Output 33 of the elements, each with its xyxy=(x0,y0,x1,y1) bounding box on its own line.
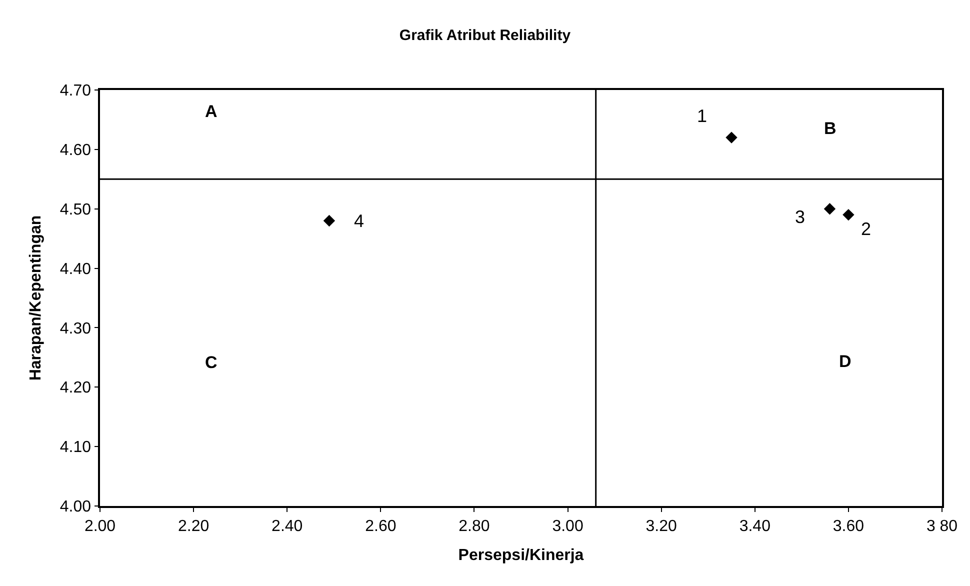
point xyxy=(842,208,854,221)
annotation: C xyxy=(205,353,218,372)
y-tick-label: 4.70 xyxy=(60,82,92,100)
y-axis-title: Harapan/Kepentingan xyxy=(27,215,44,381)
y-tick-label: 4.50 xyxy=(60,201,92,218)
y-tick-label: 4.00 xyxy=(60,498,92,516)
x-tick-label: 2.20 xyxy=(178,518,210,535)
x-tick-label: 3 80 xyxy=(926,518,958,535)
annotation: A xyxy=(205,102,218,121)
x-axis-title: Persepsi/Kinerja xyxy=(458,547,584,564)
y-tick-label: 4.20 xyxy=(60,380,92,397)
y-tick-label: 4.30 xyxy=(60,320,92,338)
x-tick-label: 3.60 xyxy=(832,518,864,535)
y-tick-label: 4.10 xyxy=(60,439,92,456)
x-tick-label: 3.00 xyxy=(552,518,584,535)
annotation: 2 xyxy=(861,219,872,239)
x-tick-label: 2.80 xyxy=(458,518,490,535)
y-tick-label: 4.60 xyxy=(60,142,92,160)
point xyxy=(323,214,336,227)
x-tick-label: 3.20 xyxy=(646,518,677,535)
x-tick-label: 2.00 xyxy=(84,518,116,535)
annotation: 3 xyxy=(795,207,806,227)
annotation: B xyxy=(824,119,836,138)
x-tick-label: 2.60 xyxy=(365,518,396,535)
x-tick-label: 2.40 xyxy=(272,518,303,535)
annotation: 4 xyxy=(354,211,364,231)
point xyxy=(726,132,738,144)
x-tick-label: 3.40 xyxy=(739,518,771,535)
point xyxy=(824,203,836,215)
annotation: 1 xyxy=(697,106,708,126)
y-tick-label: 4.40 xyxy=(60,260,92,278)
annotation: D xyxy=(839,352,852,371)
chart-title: Grafik Atribut Reliability xyxy=(399,26,572,44)
